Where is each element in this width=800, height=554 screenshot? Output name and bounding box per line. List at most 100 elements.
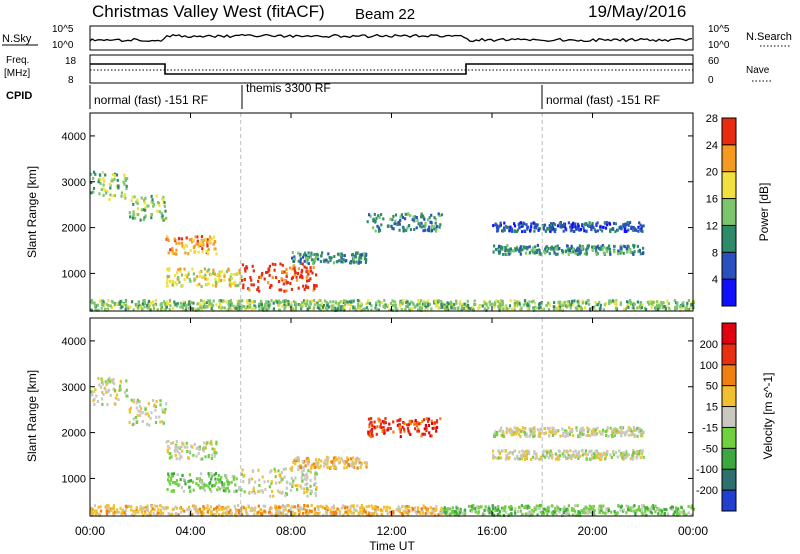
data-cell [599,247,602,251]
data-cell [166,234,169,238]
data-cell [351,305,354,308]
data-cell [306,475,309,479]
data-cell [657,512,660,516]
data-cell [425,426,428,430]
data-cell [435,420,439,424]
data-cell [200,303,203,307]
colorbar-swatch [722,385,736,407]
data-cell [378,216,381,220]
data-cell [399,435,402,439]
data-cell [534,245,537,249]
data-cell [406,304,409,308]
data-cell [213,507,216,511]
data-cell [625,222,628,226]
data-cell [344,506,347,510]
data-cell [144,506,147,510]
data-cell [371,424,374,428]
data-cell [619,505,623,509]
data-cell [513,449,516,453]
data-cell [203,488,206,492]
data-cell [166,488,169,491]
data-cell [568,426,571,430]
data-cell [354,308,357,312]
data-cell [328,256,331,259]
data-cell [609,453,612,457]
data-cell [534,305,537,309]
data-cell [175,440,178,443]
data-cell [692,507,696,511]
data-cell [650,306,653,310]
data-cell [200,472,203,476]
data-cell [510,227,514,231]
data-cell [202,300,205,303]
data-cell [431,426,434,430]
data-cell [410,300,413,304]
data-cell [345,460,348,464]
data-cell [649,510,652,514]
data-cell [458,509,462,513]
data-cell [502,434,505,438]
data-cell [194,505,198,509]
data-cell [171,247,174,250]
data-cell [401,505,404,509]
data-cell [250,308,253,312]
data-cell [280,471,283,474]
data-cell [507,513,510,517]
data-cell [96,400,99,403]
data-cell [397,509,400,513]
data-cell [221,306,224,310]
data-cell [170,489,173,493]
data-cell [286,513,289,517]
data-cell [95,394,98,398]
data-cell [206,238,209,242]
data-cell [212,299,215,303]
data-cell [119,384,122,388]
data-cell [531,455,535,459]
data-cell [598,246,601,250]
data-cell [311,271,314,275]
data-cell [115,302,119,306]
data-cell [674,508,677,512]
data-cell [642,246,645,250]
data-cell [625,305,629,309]
data-cell [261,475,264,479]
data-cell [690,513,693,517]
data-cell [312,462,315,466]
data-cell [577,227,580,231]
data-cell [201,484,205,487]
data-cell [553,305,556,309]
data-cell [324,462,327,466]
data-cell [112,194,115,198]
data-cell [293,505,296,509]
data-cell [243,267,247,271]
data-cell [351,252,355,256]
data-cell [202,449,205,453]
data-cell [215,303,218,307]
data-cell [339,253,342,257]
colorbar-swatch [722,279,736,306]
data-cell [241,512,244,516]
data-cell [218,480,221,484]
data-cell [345,466,348,469]
data-cell [548,301,551,305]
data-cell [189,490,192,494]
colorbar-tick-label: -200 [696,485,718,497]
data-cell [113,303,116,307]
data-cell [179,506,182,510]
data-cell [290,308,293,312]
data-cell [333,512,336,516]
data-cell [431,509,434,513]
data-cell [92,176,95,180]
data-cell [396,419,399,423]
data-cell [430,419,433,423]
data-cell [333,466,336,470]
data-cell [294,271,297,275]
data-cell [309,470,312,474]
data-cell [124,179,127,183]
data-cell [444,511,447,515]
data-cell [258,489,261,493]
data-cell [496,513,499,517]
data-cell [528,506,531,510]
data-cell [341,459,344,463]
data-cell [574,513,577,517]
